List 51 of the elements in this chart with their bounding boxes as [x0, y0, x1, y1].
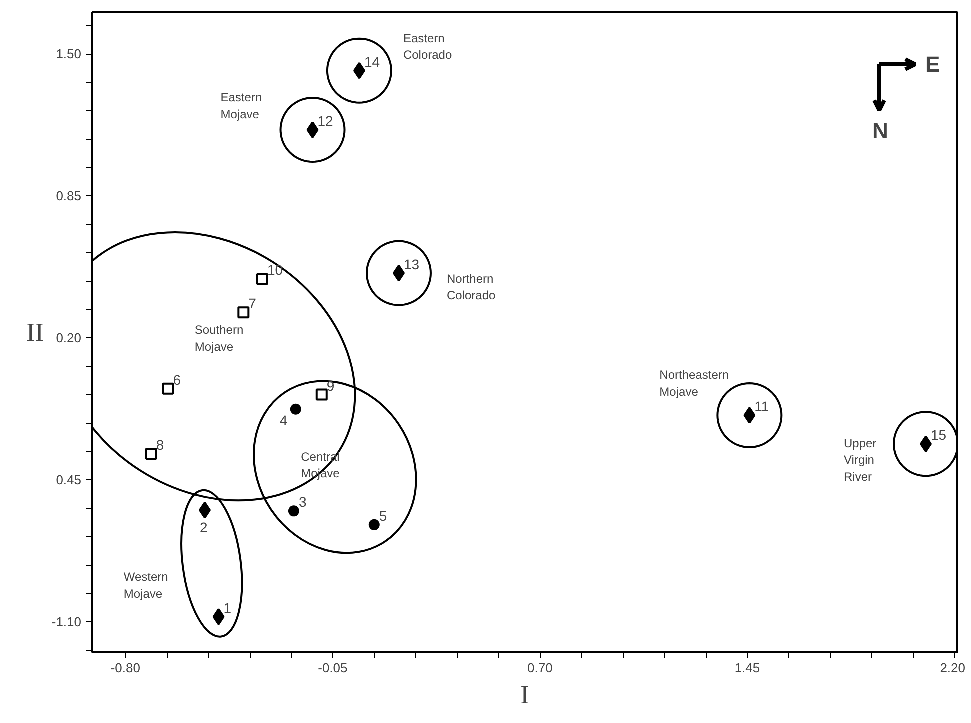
annotation: N	[872, 118, 888, 144]
point	[145, 448, 158, 460]
point	[716, 382, 783, 449]
annotation: Northern Colorado	[446, 272, 496, 303]
annotation: 7	[248, 296, 257, 312]
point	[198, 502, 211, 519]
annotation: 3	[298, 494, 307, 510]
annotation: E	[926, 52, 940, 77]
point	[326, 38, 392, 104]
annotation: 1	[224, 600, 232, 616]
point	[238, 306, 250, 319]
x-tick-label: -0.05	[318, 660, 348, 676]
x-tick-label: 1.45	[734, 660, 760, 676]
point	[256, 273, 268, 286]
point	[892, 411, 958, 478]
y-tick-label: -1.10	[52, 614, 82, 630]
annotation: Eastern Colorado	[403, 31, 452, 62]
annotation: Southern Mojave	[194, 323, 244, 354]
annotation: 14	[364, 54, 380, 70]
x-tick-label: -0.80	[110, 660, 140, 676]
point	[288, 506, 300, 517]
y-tick-label: 0.85	[56, 188, 82, 204]
point	[212, 608, 225, 626]
annotation: 2	[200, 519, 208, 536]
x-tick-label: 2.20	[940, 660, 966, 676]
point	[280, 97, 346, 164]
point	[368, 519, 380, 530]
x-axis-title: I	[520, 680, 530, 710]
y-axis-title: II	[26, 318, 44, 347]
point	[366, 240, 432, 306]
annotation: 12	[318, 113, 334, 130]
annotation: Eastern Mojave	[220, 90, 262, 122]
annotation: 5	[379, 508, 388, 524]
annotation: 8	[156, 436, 164, 453]
x-tick-label: 0.70	[528, 660, 553, 676]
annotation: Northeastern Mojave	[660, 368, 730, 399]
point	[162, 382, 174, 395]
annotation: 10	[267, 262, 284, 278]
y-tick-label: 1.50	[56, 46, 82, 62]
annotation: 15	[930, 427, 947, 444]
annotation: 13	[404, 256, 420, 272]
annotation: 9	[326, 378, 335, 394]
annotation: Western Mojave	[124, 570, 168, 601]
annotation: Upper Virgin River	[844, 436, 877, 484]
y-tick-label: 0.20	[56, 330, 82, 346]
point	[316, 388, 328, 401]
annotation: 4	[280, 412, 288, 428]
point	[290, 404, 302, 415]
y-tick-label: 0.45	[56, 472, 82, 488]
annotation: 6	[173, 372, 182, 388]
annotation: 11	[754, 398, 770, 415]
